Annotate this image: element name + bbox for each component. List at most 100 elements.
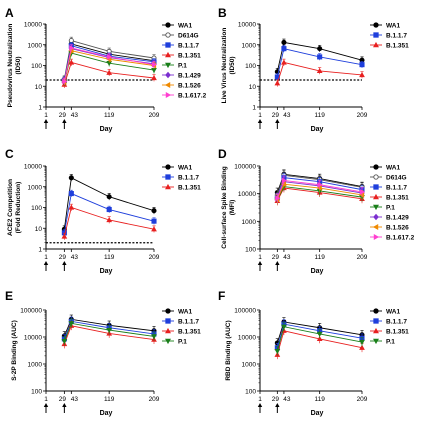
dose-arrow-icon bbox=[62, 261, 67, 265]
series-line bbox=[276, 41, 363, 72]
legend-marker bbox=[373, 174, 379, 180]
data-point bbox=[317, 54, 323, 60]
data-point bbox=[151, 74, 157, 81]
panel-label: B bbox=[218, 6, 227, 20]
data-point bbox=[107, 54, 113, 60]
y-axis-label-line: Cell-surface Spike Binding bbox=[221, 166, 228, 248]
y-tick-label: 100 bbox=[31, 205, 42, 212]
data-point bbox=[151, 218, 157, 224]
series-line bbox=[63, 206, 155, 237]
chart-panel-c: C 1 10 100 1000 10000 ACE2 Competition(Fold Re… bbox=[5, 147, 201, 275]
legend-label: WA1 bbox=[386, 308, 400, 315]
y-tick-label: 100 bbox=[245, 63, 256, 70]
series-line bbox=[63, 177, 155, 230]
y-tick-label: 1 bbox=[38, 105, 42, 112]
dose-arrow-icon bbox=[43, 403, 49, 407]
data-point bbox=[62, 78, 68, 85]
y-axis-label-line: Live Virus Neutralization bbox=[221, 28, 228, 104]
legend-marker bbox=[373, 164, 379, 170]
legend-label: P.1 bbox=[386, 338, 395, 345]
x-tick-label: 29 bbox=[272, 112, 280, 119]
data-point bbox=[106, 327, 113, 334]
data-point bbox=[69, 45, 75, 51]
x-tick-label: 119 bbox=[104, 396, 115, 403]
y-tick-label: 100000 bbox=[234, 164, 256, 171]
legend-marker bbox=[373, 41, 379, 48]
x-tick-label: 43 bbox=[283, 254, 291, 261]
x-tick-label: 119 bbox=[314, 112, 325, 119]
data-point bbox=[151, 208, 157, 214]
y-tick-label: 100000 bbox=[20, 308, 42, 315]
legend-marker bbox=[373, 204, 379, 211]
legend-label: WA1 bbox=[178, 22, 192, 29]
series-line bbox=[63, 318, 155, 337]
data-point bbox=[281, 46, 287, 52]
legend-label: B.1.351 bbox=[178, 328, 201, 335]
y-tick-label: 100000 bbox=[234, 308, 256, 315]
legend-label: P.1 bbox=[178, 338, 187, 345]
y-tick-label: 1000 bbox=[28, 362, 43, 369]
legend-marker bbox=[165, 327, 171, 334]
x-tick-label: 29 bbox=[59, 112, 67, 119]
legend-marker bbox=[164, 82, 171, 88]
data-point bbox=[106, 194, 112, 200]
data-point bbox=[68, 59, 75, 65]
legend-marker bbox=[373, 193, 379, 200]
dose-arrow-icon bbox=[275, 403, 280, 407]
data-point bbox=[281, 177, 287, 184]
legend-marker bbox=[373, 184, 379, 190]
data-point bbox=[281, 324, 287, 330]
y-tick-label: 10000 bbox=[238, 22, 256, 29]
dose-arrow-icon bbox=[62, 403, 67, 407]
data-point bbox=[151, 61, 158, 68]
legend-marker bbox=[165, 32, 171, 38]
series-line bbox=[63, 39, 155, 80]
legend-marker bbox=[373, 213, 379, 221]
y-axis-label: Pseudovirus Neutralization(ID50) bbox=[7, 24, 22, 108]
data-point bbox=[61, 233, 68, 239]
x-axis-label: Day bbox=[100, 410, 113, 417]
series-line bbox=[63, 192, 155, 233]
y-tick-label: 1000 bbox=[242, 362, 257, 369]
x-tick-label: 43 bbox=[71, 112, 79, 119]
x-tick-label: 43 bbox=[71, 254, 79, 261]
series-line bbox=[63, 325, 155, 345]
data-point bbox=[359, 344, 365, 350]
data-point bbox=[68, 37, 74, 44]
x-tick-label: 119 bbox=[314, 396, 325, 403]
data-point bbox=[359, 189, 366, 195]
y-tick-label: 10 bbox=[35, 84, 43, 91]
dose-arrow-icon bbox=[43, 119, 49, 123]
data-point bbox=[106, 69, 113, 75]
x-axis-label: Day bbox=[311, 268, 324, 275]
panel-label: E bbox=[5, 289, 13, 303]
legend-label: B.1.526 bbox=[386, 224, 409, 231]
x-tick-label: 1 bbox=[44, 112, 48, 119]
legend-label: B.1.351 bbox=[386, 42, 409, 49]
panel-label: F bbox=[218, 289, 225, 303]
x-tick-label: 119 bbox=[314, 254, 325, 261]
data-point bbox=[151, 226, 157, 232]
y-axis-label-line: ACE2 Competition bbox=[7, 179, 14, 236]
x-tick-label: 1 bbox=[44, 396, 48, 403]
data-point bbox=[274, 348, 281, 355]
legend-marker bbox=[373, 327, 379, 334]
x-tick-label: 209 bbox=[357, 112, 368, 119]
legend-label: B.1.1.7 bbox=[386, 32, 407, 39]
y-axis-label-line: RBD Binding (AUC) bbox=[225, 320, 232, 380]
legend-label: B.1.351 bbox=[386, 194, 409, 201]
y-axis-label: Live Virus Neutralization(ID50) bbox=[221, 28, 236, 104]
x-tick-label: 1 bbox=[44, 254, 48, 261]
x-tick-label: 29 bbox=[272, 396, 280, 403]
x-tick-label: 43 bbox=[283, 112, 291, 119]
y-tick-label: 10 bbox=[249, 84, 257, 91]
x-tick-label: 209 bbox=[357, 254, 368, 261]
legend-marker bbox=[165, 308, 171, 314]
series-line bbox=[276, 330, 363, 355]
legend-label: B.1.351 bbox=[386, 328, 409, 335]
series-line bbox=[276, 326, 363, 352]
series-line bbox=[63, 61, 155, 85]
y-tick-label: 1000 bbox=[242, 219, 257, 226]
data-point bbox=[317, 181, 323, 188]
